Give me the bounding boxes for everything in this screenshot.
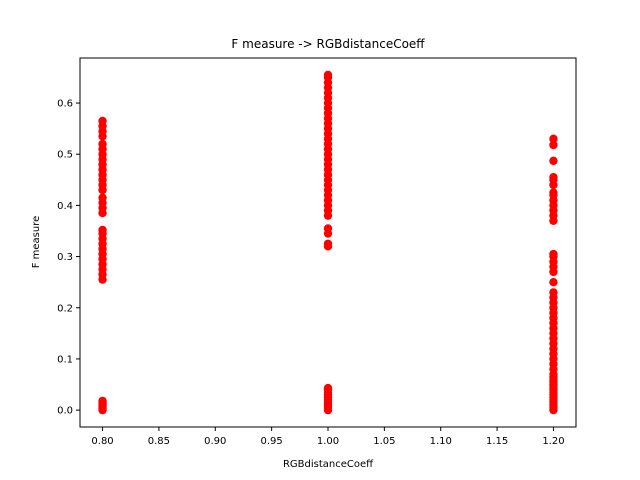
data-point [549,277,558,287]
y-axis-label: F measure [31,216,42,269]
y-axis-ticks: 0.0 0.1 0.2 0.3 0.4 0.5 0.6 [57,99,80,417]
data-point [549,140,558,150]
data-point [549,134,558,144]
x-axis-ticks: 0.80 0.85 0.90 0.95 1.00 1.05 1.10 1.15 1.20 [91,427,565,447]
data-point [98,139,107,149]
x-tick-label: 1.00 [317,436,339,447]
x-tick-label: 0.95 [261,436,283,447]
y-tick-label: 0.5 [57,150,73,161]
x-tick-label: 0.85 [148,436,170,447]
x-tick-label: 0.80 [91,436,113,447]
data-point [323,70,333,80]
y-tick-label: 0.0 [57,406,73,417]
x-tick-label: 1.15 [486,436,508,447]
x-tick-label: 1.05 [373,436,395,447]
data-point [549,288,558,297]
data-point [98,225,107,235]
data-point [98,396,107,406]
data-point [549,249,558,259]
y-tick-label: 0.4 [57,201,73,212]
data-point [323,239,333,248]
y-tick-label: 0.6 [57,99,73,110]
data-point [98,116,107,126]
data-point [549,156,558,166]
y-tick-label: 0.3 [57,252,73,263]
y-tick-label: 0.1 [57,354,73,365]
data-point [323,224,333,233]
x-tick-label: 1.20 [542,436,564,447]
data-point [98,193,107,202]
x-axis-label: RGBdistanceCoeff [283,459,374,470]
chart-title: F measure -> RGBdistanceCoeff [231,37,425,51]
data-point [549,173,558,182]
data-point [323,383,333,393]
data-points [98,70,558,415]
data-point [549,188,558,197]
x-tick-label: 1.10 [430,436,452,447]
y-tick-label: 0.2 [57,303,73,314]
x-tick-label: 0.90 [204,436,226,447]
